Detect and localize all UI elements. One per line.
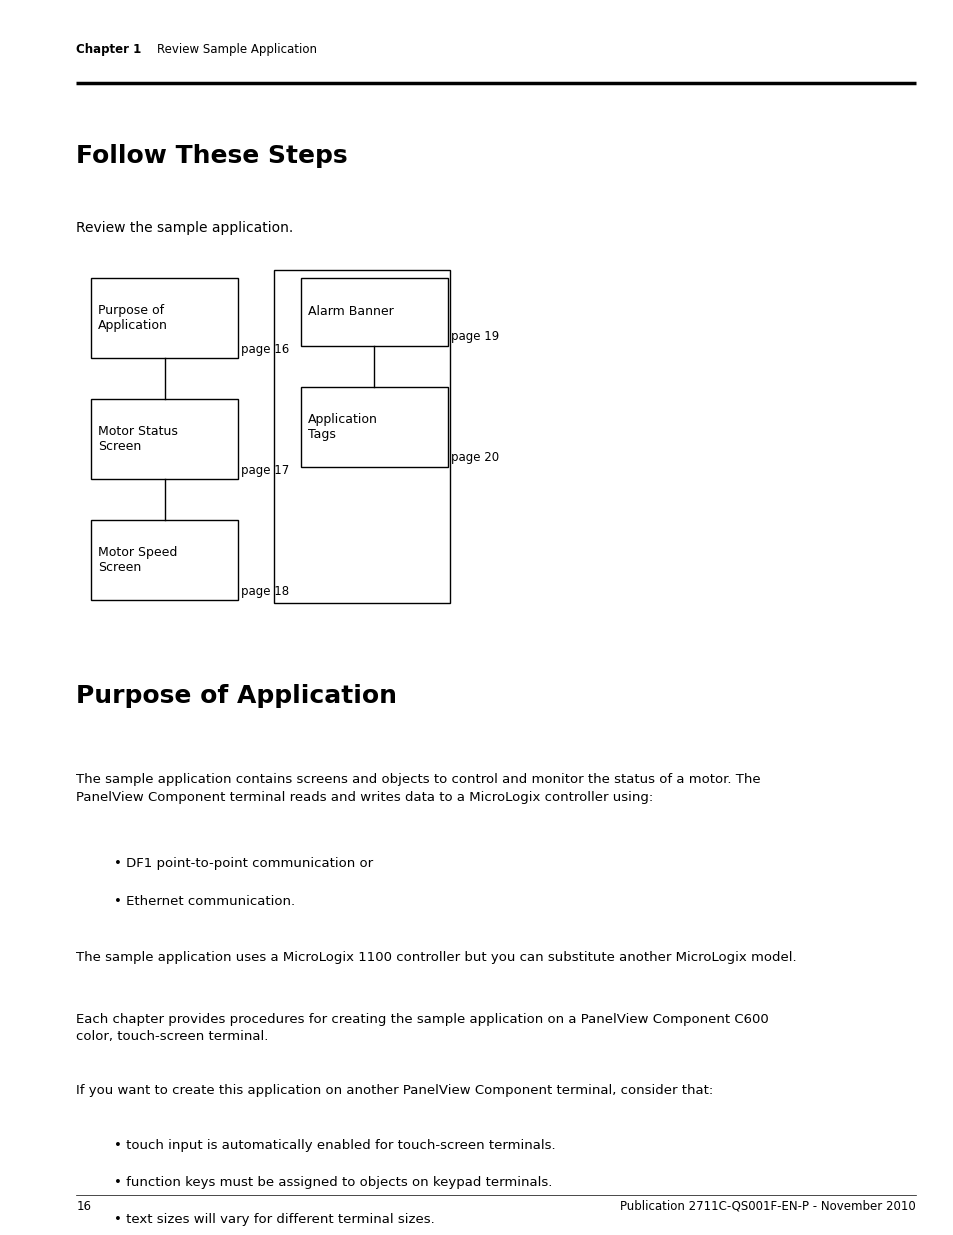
- Text: Follow These Steps: Follow These Steps: [76, 144, 348, 168]
- Text: Publication 2711C-QS001F-EN-P - November 2010: Publication 2711C-QS001F-EN-P - November…: [619, 1199, 915, 1213]
- Text: Motor Status
Screen: Motor Status Screen: [98, 425, 178, 453]
- Text: If you want to create this application on another PanelView Component terminal, : If you want to create this application o…: [76, 1084, 713, 1098]
- Text: page 18: page 18: [241, 584, 289, 598]
- Text: Purpose of
Application: Purpose of Application: [98, 304, 168, 332]
- Bar: [91, 399, 238, 479]
- Bar: [300, 278, 448, 346]
- Text: Each chapter provides procedures for creating the sample application on a PanelV: Each chapter provides procedures for cre…: [76, 1013, 768, 1044]
- Text: page 17: page 17: [241, 463, 290, 477]
- Text: • text sizes will vary for different terminal sizes.: • text sizes will vary for different ter…: [114, 1213, 435, 1226]
- Text: The sample application contains screens and objects to control and monitor the s: The sample application contains screens …: [76, 773, 760, 804]
- Bar: [274, 270, 450, 603]
- Text: • touch input is automatically enabled for touch-screen terminals.: • touch input is automatically enabled f…: [114, 1139, 556, 1152]
- Text: Review Sample Application: Review Sample Application: [157, 43, 317, 57]
- Text: Review the sample application.: Review the sample application.: [76, 221, 294, 235]
- Text: • function keys must be assigned to objects on keypad terminals.: • function keys must be assigned to obje…: [114, 1176, 553, 1189]
- Text: Motor Speed
Screen: Motor Speed Screen: [98, 546, 177, 574]
- Text: page 20: page 20: [451, 451, 498, 464]
- Text: 16: 16: [76, 1199, 91, 1213]
- Bar: [91, 520, 238, 600]
- Text: Application
Tags: Application Tags: [308, 412, 377, 441]
- Text: • DF1 point-to-point communication or: • DF1 point-to-point communication or: [114, 857, 374, 871]
- Bar: [300, 387, 448, 467]
- Text: page 19: page 19: [451, 330, 499, 343]
- Bar: [91, 278, 238, 358]
- Text: page 16: page 16: [241, 342, 290, 356]
- Text: The sample application uses a MicroLogix 1100 controller but you can substitute : The sample application uses a MicroLogix…: [76, 951, 796, 965]
- Text: Purpose of Application: Purpose of Application: [76, 684, 396, 708]
- Text: • Ethernet communication.: • Ethernet communication.: [114, 895, 295, 909]
- Text: Chapter 1: Chapter 1: [76, 43, 141, 57]
- Text: Alarm Banner: Alarm Banner: [308, 305, 394, 319]
